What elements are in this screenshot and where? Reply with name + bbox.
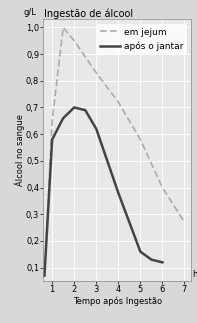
X-axis label: Tempo após Ingestão: Tempo após Ingestão bbox=[73, 297, 162, 307]
Text: g/L: g/L bbox=[24, 8, 36, 17]
Legend: em jejum, após o jantar: em jejum, após o jantar bbox=[97, 24, 187, 55]
Text: horas: horas bbox=[192, 270, 197, 279]
Y-axis label: Álcool no sangue: Álcool no sangue bbox=[14, 114, 25, 186]
Text: Ingestão de álcool: Ingestão de álcool bbox=[44, 8, 133, 19]
